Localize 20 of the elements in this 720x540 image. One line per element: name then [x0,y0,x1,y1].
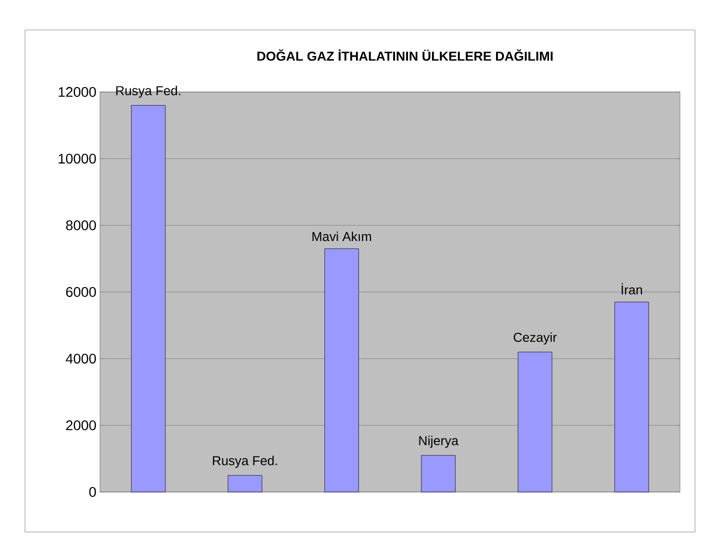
x-tick-label: Rusya Fed. [116,86,180,98]
x-tick-label: Cezayir [514,332,557,344]
bar [518,352,552,492]
y-tick-label: 0 [89,487,96,497]
bar [421,455,456,492]
y-tick-label: 10000 [58,154,96,164]
y-tick-label: 8000 [66,220,96,230]
x-tick-label: Nijerya [419,436,458,448]
y-tick-label: 12000 [58,87,96,97]
bar [614,302,649,492]
bar [324,248,359,492]
x-tick-label: Rusya Fed. [212,456,277,468]
y-tick-label: 6000 [66,287,96,297]
x-tick-label: Mavi Akım [312,232,372,242]
y-tick-label: 4000 [66,354,96,364]
y-tick-label: 2000 [66,420,96,430]
bar [131,105,166,492]
x-tick-label: İran [622,283,642,294]
chart-title: DOĞAL GAZ İTHALATININ ÜLKELERE DAĞILIMI [257,49,553,61]
bar [228,475,262,492]
